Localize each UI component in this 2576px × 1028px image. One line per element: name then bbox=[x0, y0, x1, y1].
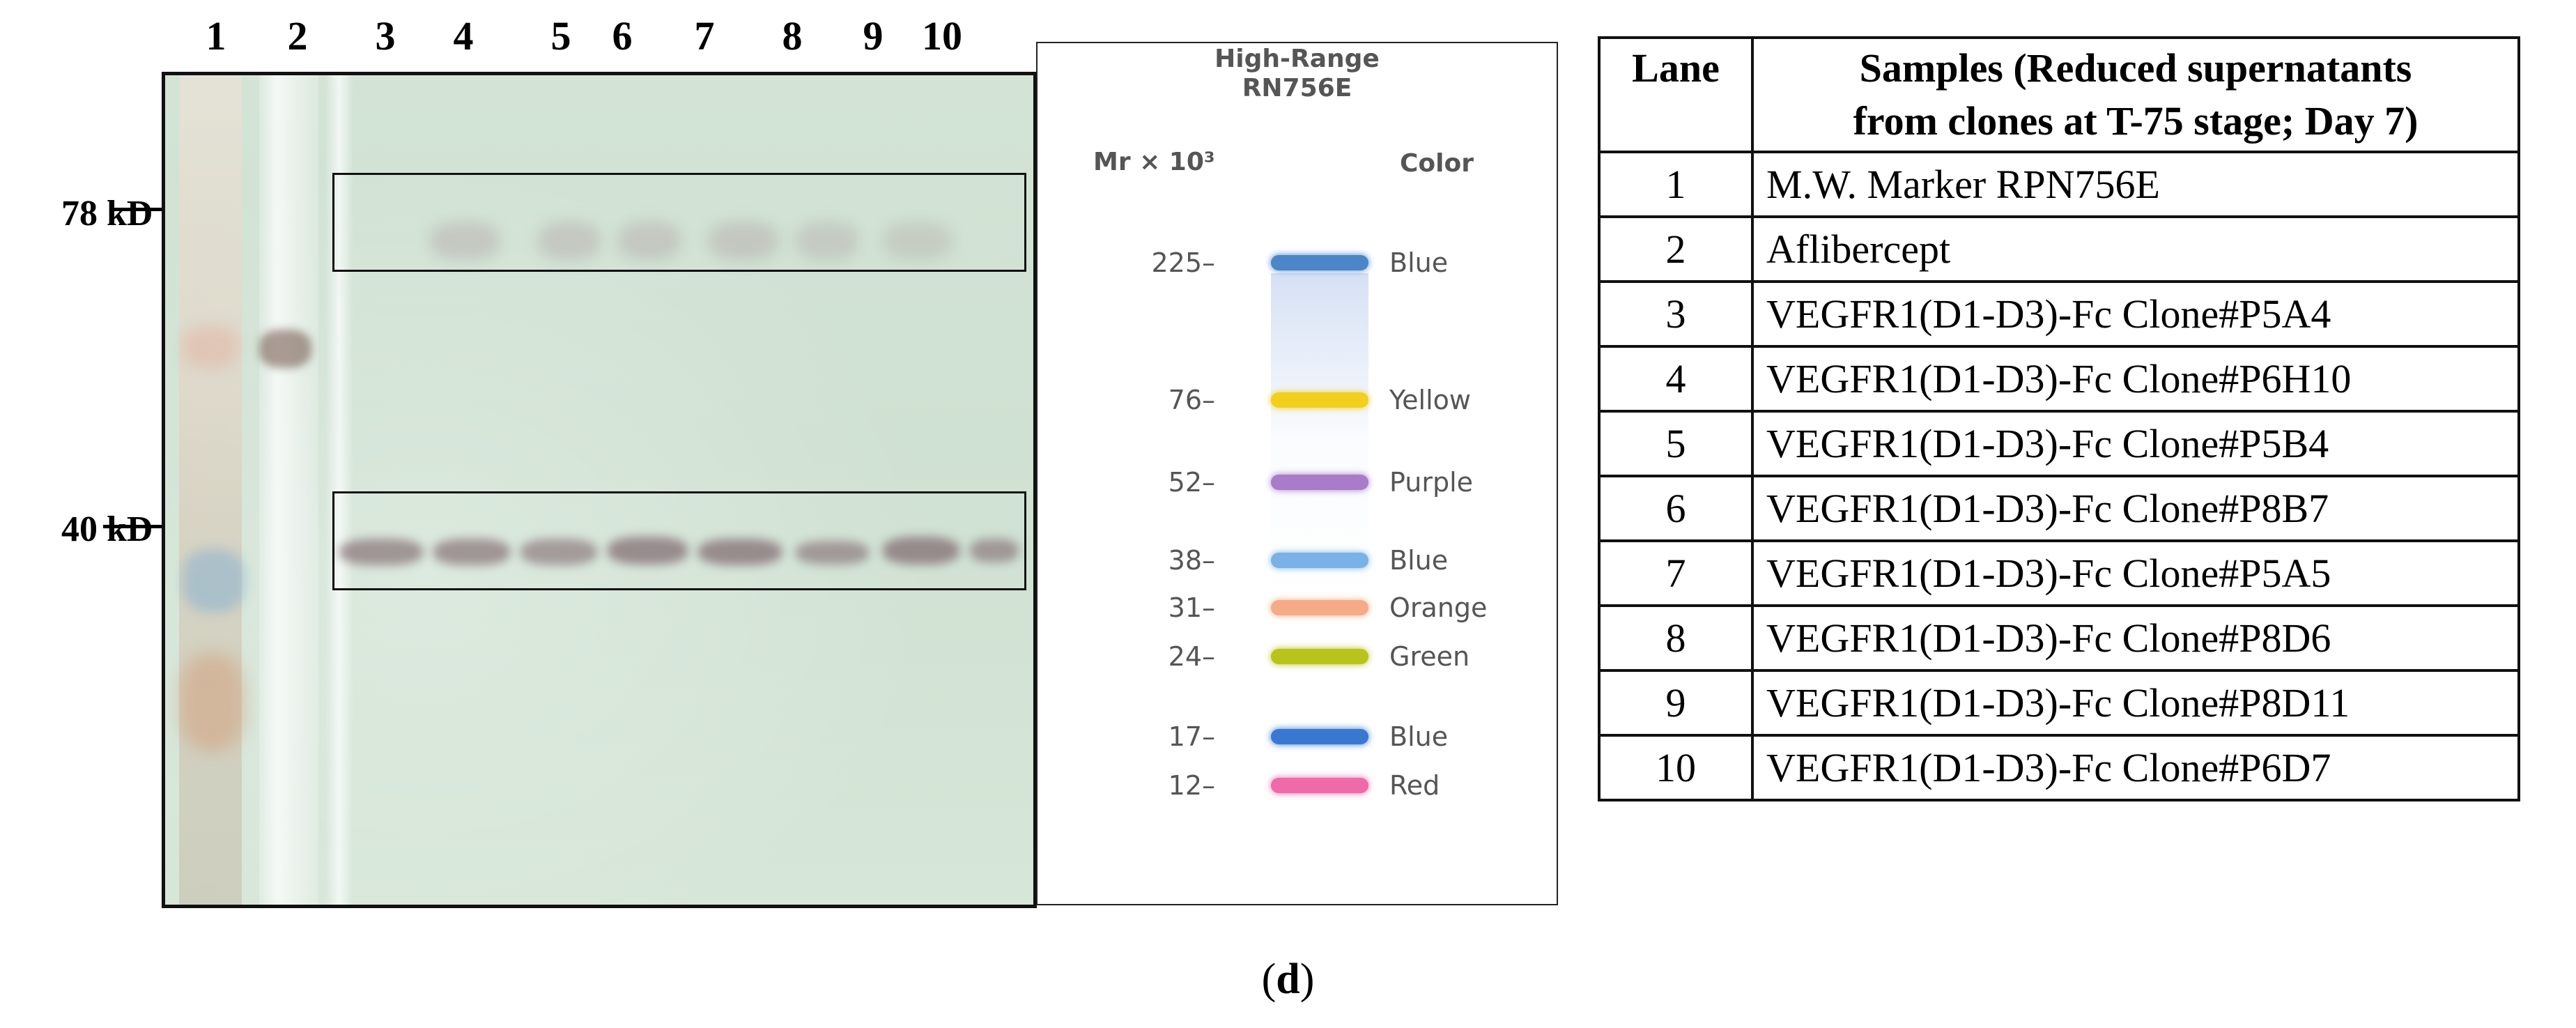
mw-header: Mr × 10³ bbox=[1093, 148, 1215, 176]
header-lane: Lane bbox=[1598, 36, 1754, 153]
marker-band bbox=[1271, 649, 1368, 664]
table-row: 7 VEGFR1(D1-D3)-Fc Clone#P5A5 bbox=[1598, 539, 2520, 607]
marker-color-name: Yellow bbox=[1389, 385, 1471, 415]
caption-close: ) bbox=[1299, 956, 1315, 1003]
marker-mw-label: 24– bbox=[1168, 641, 1215, 672]
sample-cell: VEGFR1(D1-D3)-Fc Clone#P5B4 bbox=[1751, 410, 2520, 477]
table-row: 10 VEGFR1(D1-D3)-Fc Clone#P6D7 bbox=[1598, 734, 2520, 801]
marker-color-name: Blue bbox=[1389, 721, 1449, 752]
marker-label-78kd: 78 kD bbox=[61, 194, 153, 233]
caption-open: ( bbox=[1261, 956, 1277, 1003]
marker-color-name: Purple bbox=[1389, 467, 1474, 498]
lane-cell: 6 bbox=[1598, 475, 1754, 542]
table-row: 9 VEGFR1(D1-D3)-Fc Clone#P8D11 bbox=[1598, 669, 2520, 737]
sample-cell: VEGFR1(D1-D3)-Fc Clone#P6D7 bbox=[1751, 734, 2520, 801]
lane-cell: 5 bbox=[1598, 410, 1754, 477]
lane-number-6: 6 bbox=[612, 13, 633, 59]
marker-mw-label: 225– bbox=[1151, 247, 1215, 278]
table-row: 3 VEGFR1(D1-D3)-Fc Clone#P5A4 bbox=[1598, 280, 2520, 348]
sample-table: Lane Samples (Reduced supernatants from … bbox=[1598, 36, 2520, 801]
lane-cell: 10 bbox=[1598, 734, 1754, 801]
lane-number-10: 10 bbox=[922, 13, 962, 59]
lane-cell: 8 bbox=[1598, 604, 1754, 672]
lane-number-4: 4 bbox=[453, 13, 474, 59]
sample-cell: VEGFR1(D1-D3)-Fc Clone#P8D6 bbox=[1751, 604, 2520, 672]
marker-color-name: Blue bbox=[1389, 545, 1449, 576]
marker-label-40kd: 40 kD bbox=[61, 509, 153, 549]
table-row: 1 M.W. Marker RPN756E bbox=[1598, 151, 2520, 218]
marker-band bbox=[1271, 778, 1368, 793]
color-header: Color bbox=[1400, 149, 1474, 178]
molecular-weight-marker-chart: High-Range RN756E Mr × 10³ Color 225– Blu… bbox=[1036, 42, 1558, 905]
marker-title-line1: High-Range bbox=[1214, 45, 1380, 73]
lane-cell: 1 bbox=[1598, 151, 1754, 218]
table-row: 8 VEGFR1(D1-D3)-Fc Clone#P8D6 bbox=[1598, 604, 2520, 672]
marker-mw-label: 31– bbox=[1168, 592, 1215, 623]
marker-mw-label: 38– bbox=[1168, 545, 1215, 576]
table-row: 4 VEGFR1(D1-D3)-Fc Clone#P6H10 bbox=[1598, 345, 2520, 413]
sample-cell: VEGFR1(D1-D3)-Fc Clone#P6H10 bbox=[1751, 345, 2520, 413]
caption-letter: d bbox=[1276, 956, 1300, 1003]
marker-band bbox=[1271, 255, 1368, 270]
marker-mw-label: 17– bbox=[1168, 721, 1215, 752]
marker-band bbox=[1271, 553, 1368, 568]
marker-band bbox=[1271, 600, 1368, 615]
marker-color-name: Blue bbox=[1389, 247, 1449, 278]
lane-number-3: 3 bbox=[375, 13, 396, 59]
header-samples-line1: Samples (Reduced supernatants bbox=[1859, 45, 2412, 91]
marker-band bbox=[1271, 392, 1368, 408]
lane-number-1: 1 bbox=[206, 13, 226, 59]
table-row: 5 VEGFR1(D1-D3)-Fc Clone#P5B4 bbox=[1598, 410, 2520, 477]
figure-caption: (d) bbox=[0, 955, 2576, 1004]
lane-cell: 7 bbox=[1598, 539, 1754, 607]
roi-box-40kd bbox=[332, 491, 1026, 590]
sample-cell: VEGFR1(D1-D3)-Fc Clone#P5A5 bbox=[1751, 539, 2520, 607]
sample-cell: VEGFR1(D1-D3)-Fc Clone#P8B7 bbox=[1751, 475, 2520, 542]
sample-cell: Aflibercept bbox=[1751, 215, 2520, 283]
table-row: 6 VEGFR1(D1-D3)-Fc Clone#P8B7 bbox=[1598, 475, 2520, 542]
gel-lane-numbers: 1 2 3 4 5 6 7 8 9 10 bbox=[0, 0, 1045, 77]
marker-band bbox=[1271, 475, 1368, 490]
lane-cell: 9 bbox=[1598, 669, 1754, 737]
marker-title-line2: RN756E bbox=[1242, 74, 1352, 102]
lane-number-5: 5 bbox=[550, 13, 571, 59]
table-row: 2 Aflibercept bbox=[1598, 215, 2520, 283]
marker-mw-label: 12– bbox=[1168, 770, 1215, 801]
lane-cell: 3 bbox=[1598, 280, 1754, 348]
lane-number-2: 2 bbox=[287, 13, 308, 59]
sample-cell: M.W. Marker RPN756E bbox=[1751, 151, 2520, 218]
header-samples: Samples (Reduced supernatants from clone… bbox=[1751, 36, 2520, 153]
marker-mw-label: 52– bbox=[1168, 467, 1215, 498]
lane-cell: 2 bbox=[1598, 215, 1754, 283]
lane-number-9: 9 bbox=[863, 13, 884, 59]
roi-box-78kd bbox=[332, 173, 1026, 272]
sample-cell: VEGFR1(D1-D3)-Fc Clone#P5A4 bbox=[1751, 280, 2520, 348]
marker-band bbox=[1271, 729, 1368, 744]
lane-number-8: 8 bbox=[782, 13, 803, 59]
western-blot-gel-image bbox=[162, 72, 1037, 908]
marker-color-name: Orange bbox=[1389, 592, 1488, 623]
marker-color-name: Green bbox=[1389, 641, 1470, 672]
lane-number-7: 7 bbox=[694, 13, 715, 59]
sample-cell: VEGFR1(D1-D3)-Fc Clone#P8D11 bbox=[1751, 669, 2520, 737]
lane-cell: 4 bbox=[1598, 345, 1754, 413]
marker-color-name: Red bbox=[1389, 770, 1440, 801]
marker-mw-label: 76– bbox=[1168, 385, 1215, 415]
header-samples-line2: from clones at T-75 stage; Day 7) bbox=[1853, 98, 2419, 144]
